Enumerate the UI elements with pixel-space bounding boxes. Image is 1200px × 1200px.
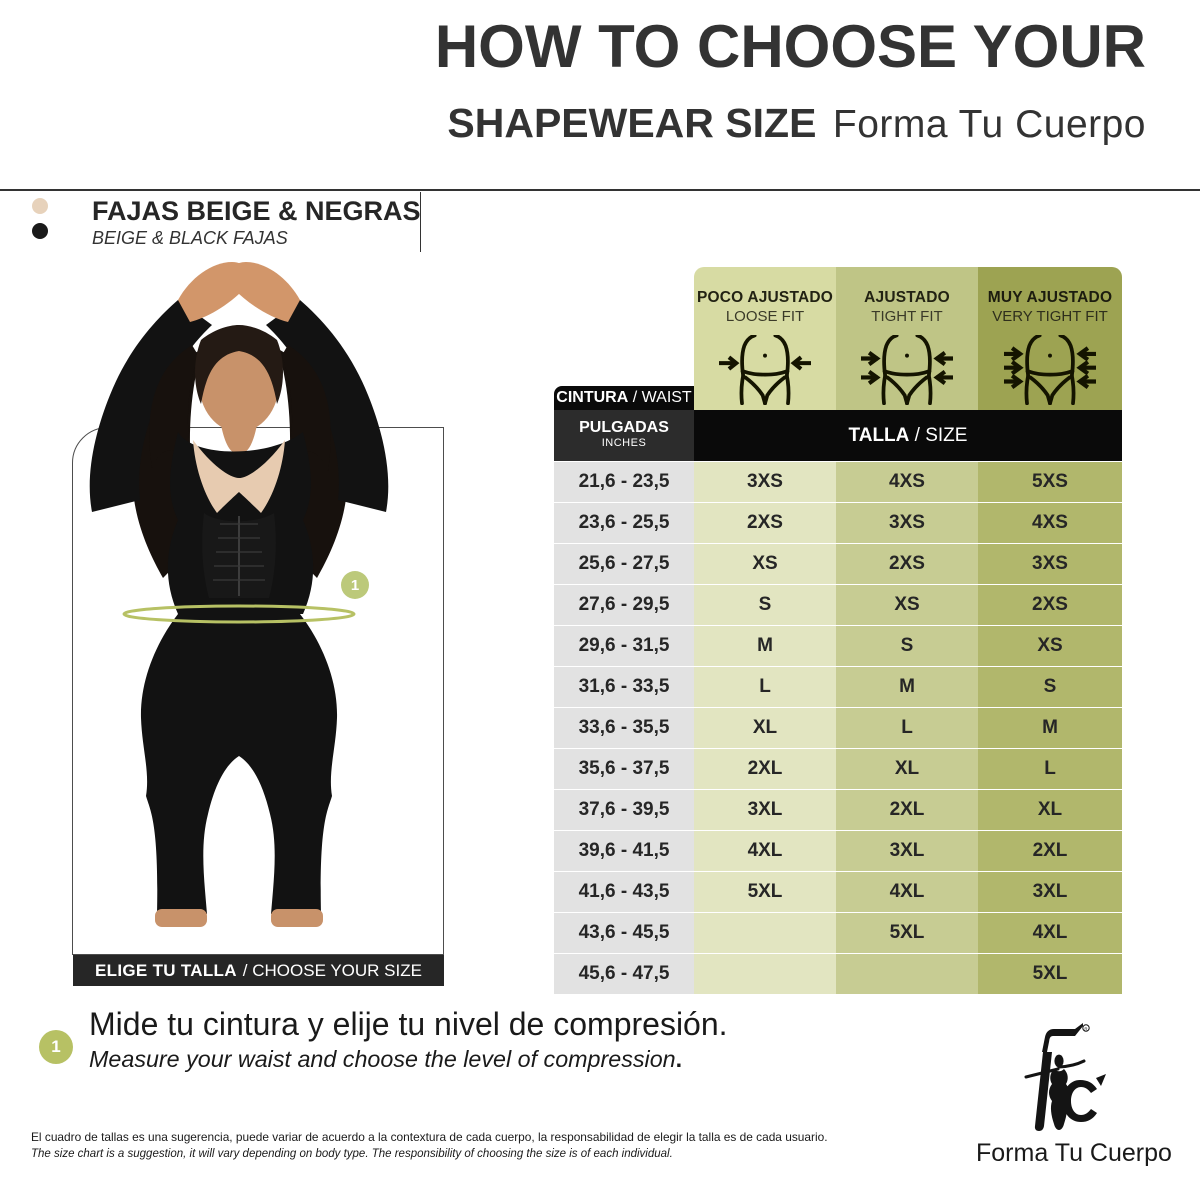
svg-text:R: R	[1084, 1026, 1087, 1031]
svg-text:1: 1	[351, 577, 359, 594]
